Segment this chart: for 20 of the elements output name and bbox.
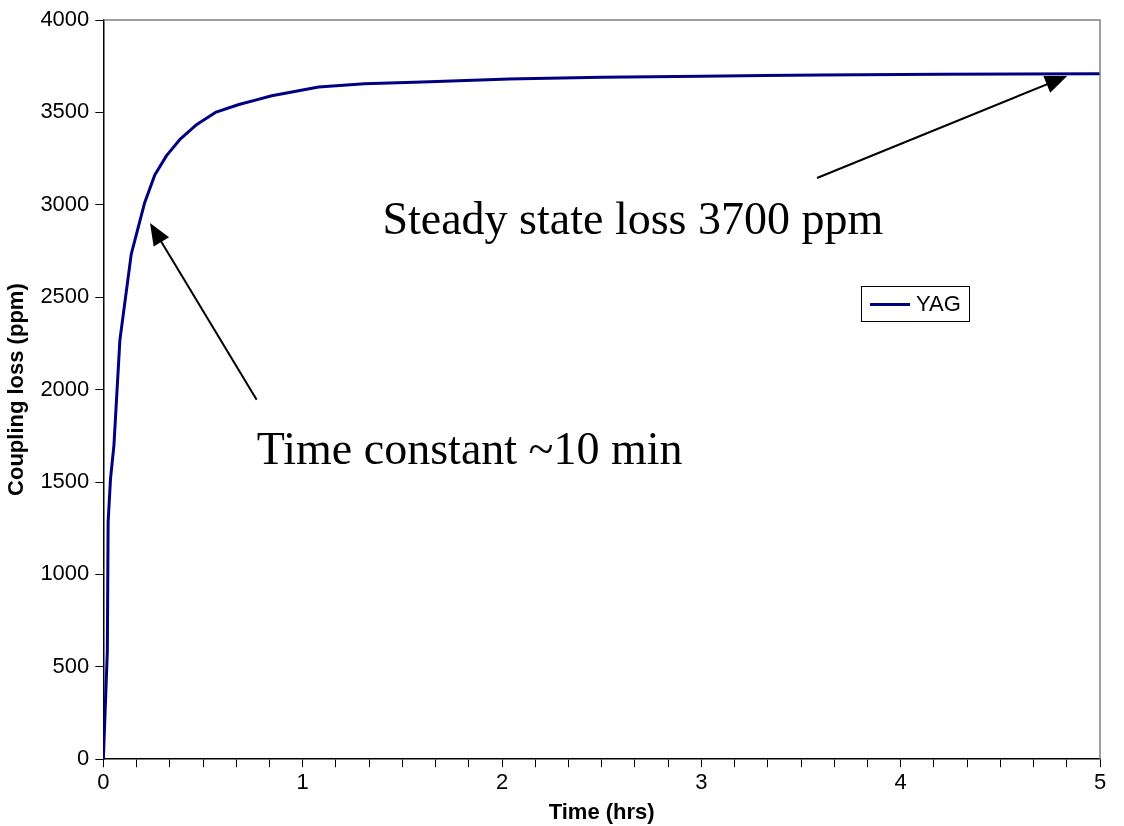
x-tick-label: 0 — [97, 769, 110, 795]
x-tick-label: 2 — [495, 769, 509, 795]
x-tick-label: 3 — [695, 769, 708, 795]
y-tick-label: 1500 — [40, 468, 90, 494]
x-axis-title: Time (hrs) — [548, 798, 655, 824]
y-tick-label: 4000 — [40, 6, 90, 32]
y-axis-title: Coupling loss (ppm) — [3, 283, 29, 496]
y-tick-label: 500 — [52, 652, 90, 678]
y-tick-label: 3500 — [40, 98, 90, 124]
y-tick-label: 0 — [77, 745, 90, 771]
annotation: Time constant ~10 min — [256, 422, 683, 474]
x-tick-label: 5 — [1093, 769, 1107, 795]
y-tick-label: 2000 — [40, 375, 90, 401]
x-tick-label: 4 — [894, 769, 907, 795]
y-tick-label: 1000 — [40, 560, 90, 586]
legend-label: YAG — [916, 291, 961, 318]
y-tick-label: 3000 — [40, 190, 90, 216]
x-tick-label: 1 — [296, 769, 309, 795]
annotation: Steady state loss 3700 ppm — [382, 193, 884, 245]
y-tick-label: 2500 — [40, 283, 90, 309]
